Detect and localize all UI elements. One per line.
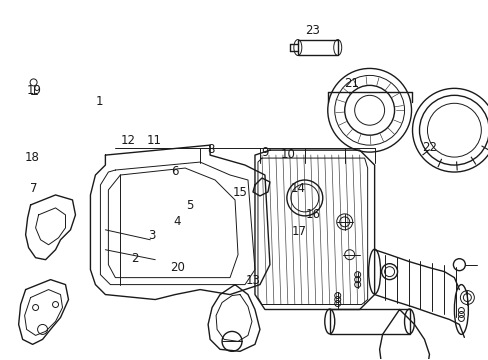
Text: 19: 19 [26,84,41,97]
Text: 23: 23 [305,24,320,37]
Text: 7: 7 [30,182,38,195]
Text: 3: 3 [148,229,155,242]
Text: 14: 14 [290,182,305,195]
Text: 21: 21 [344,77,359,90]
Text: 8: 8 [207,143,215,156]
Text: 9: 9 [261,146,269,159]
Text: 6: 6 [171,165,178,178]
Bar [297,40,337,55]
Text: 22: 22 [422,141,436,154]
Text: 5: 5 [186,199,193,212]
Text: 16: 16 [305,208,320,221]
Text: 1: 1 [96,95,103,108]
Text: 15: 15 [232,186,246,199]
Text: 18: 18 [25,150,40,163]
Text: 4: 4 [173,215,181,228]
Text: 10: 10 [281,148,295,161]
Text: 12: 12 [121,134,136,147]
Text: 2: 2 [131,252,138,265]
Bar [329,310,408,334]
Text: 17: 17 [291,225,306,238]
Text: 13: 13 [245,274,260,287]
Text: 20: 20 [169,261,184,274]
Text: 11: 11 [146,134,162,147]
